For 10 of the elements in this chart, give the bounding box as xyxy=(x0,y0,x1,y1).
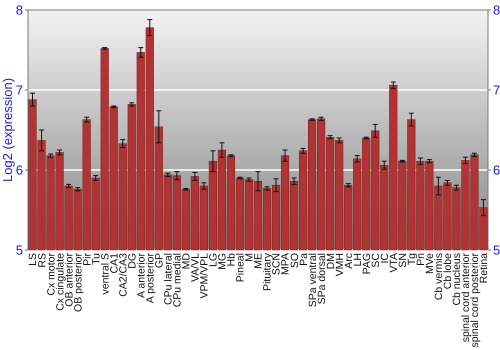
y-tick-label: 7 xyxy=(16,82,23,98)
y2-tick-label: 5 xyxy=(493,242,500,258)
y2-tick-label: 8 xyxy=(493,2,500,18)
y2-tick-label: 6 xyxy=(493,162,500,178)
y2-tick-label: 7 xyxy=(493,82,500,98)
y-tick-label: 6 xyxy=(16,162,23,178)
y-axis-title: Log2 (expression) xyxy=(0,78,15,182)
y-tick-label: 8 xyxy=(16,2,23,18)
y-tick-label: 5 xyxy=(16,242,23,258)
x-tick-label: MVe xyxy=(424,252,436,274)
